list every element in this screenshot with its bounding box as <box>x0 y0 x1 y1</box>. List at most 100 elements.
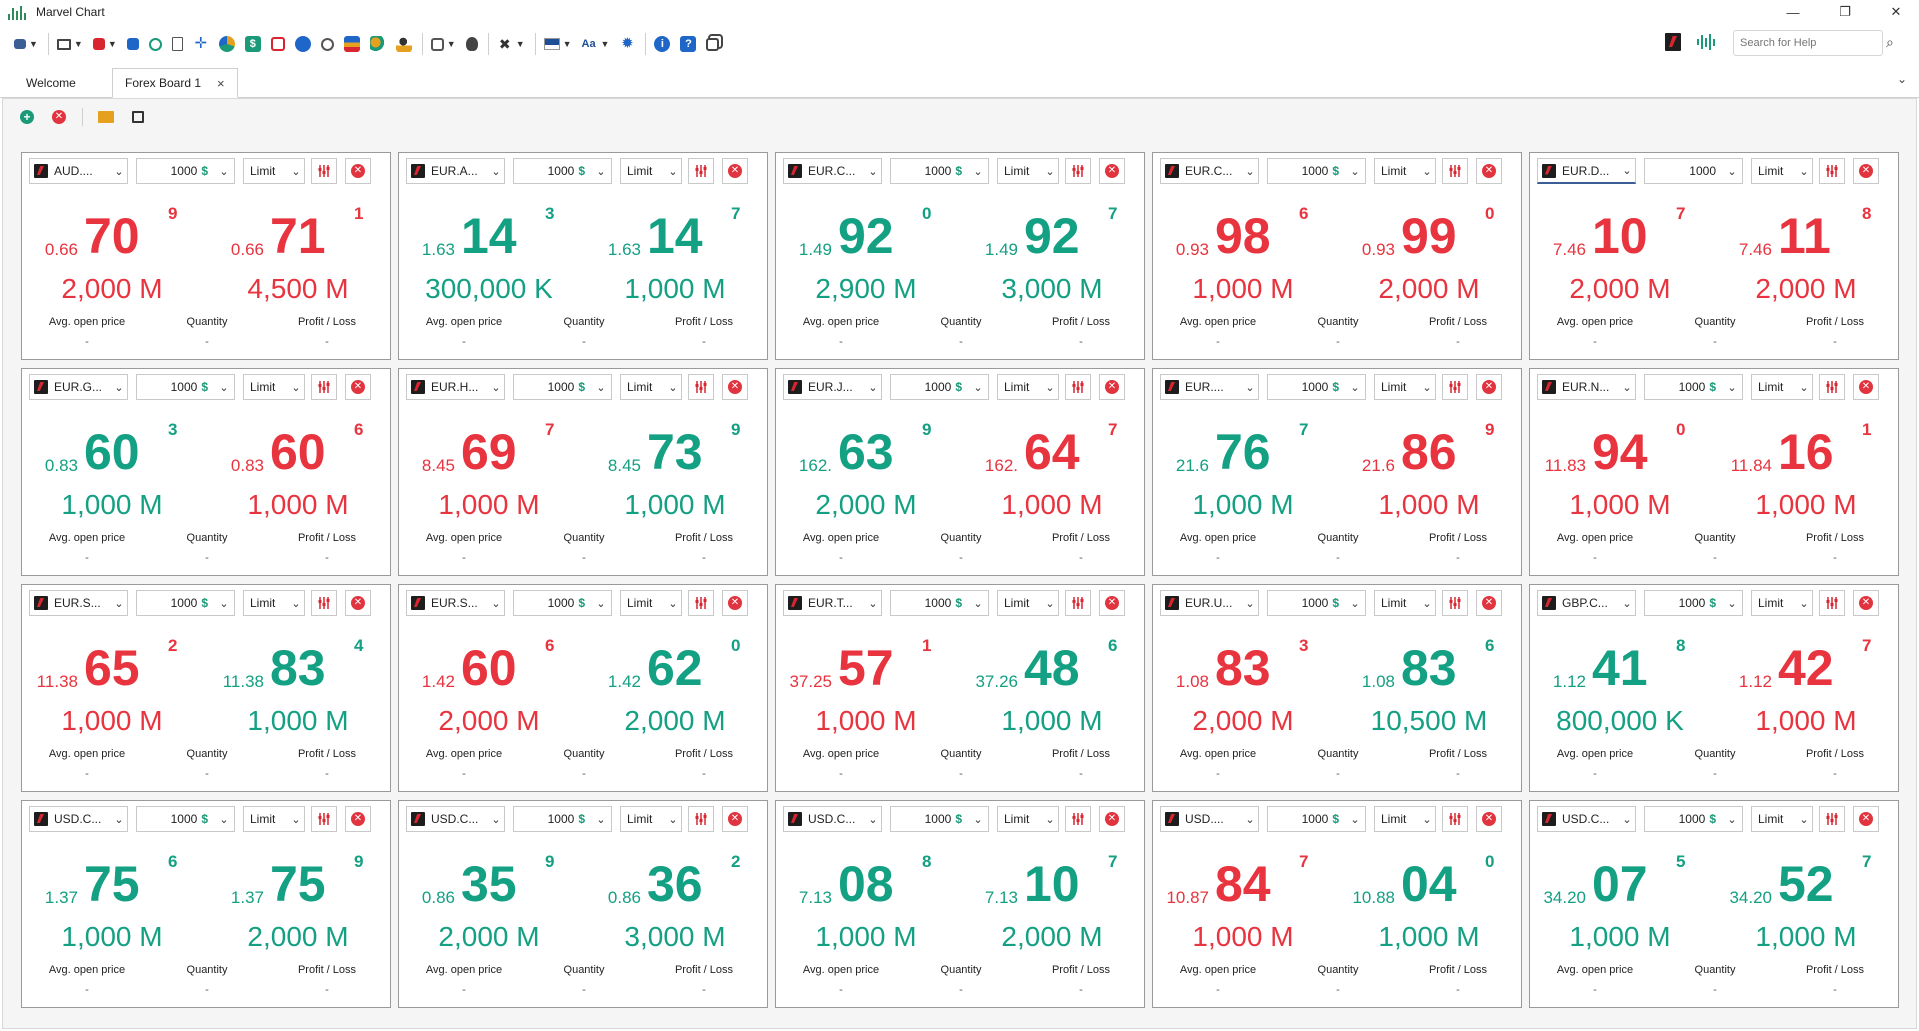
settings-sliders-button[interactable] <box>1819 590 1845 616</box>
bid-quote[interactable]: 7.46 10 7 2,000 M <box>1530 191 1710 321</box>
ask-quote[interactable]: 1.42 62 0 2,000 M <box>585 623 765 753</box>
symbol-dropdown[interactable]: EUR.H... ⌄ <box>406 374 505 400</box>
symbol-dropdown[interactable]: EUR.C... ⌄ <box>1160 158 1259 184</box>
bid-quote[interactable]: 1.12 41 8 800,000 K <box>1530 623 1710 753</box>
workspace-dropdown-button[interactable]: ▼ <box>14 31 38 57</box>
close-card-button[interactable]: ✕ <box>1476 806 1502 832</box>
close-card-button[interactable]: ✕ <box>1476 158 1502 184</box>
order-type-dropdown[interactable]: Limit ⌄ <box>243 374 305 400</box>
order-type-dropdown[interactable]: Limit ⌄ <box>1751 374 1813 400</box>
symbol-dropdown[interactable]: EUR.D... ⌄ <box>1537 158 1636 184</box>
settings-sliders-button[interactable] <box>688 590 714 616</box>
tab-close-icon[interactable]: × <box>217 75 225 91</box>
windows-button[interactable] <box>706 31 720 57</box>
close-card-button[interactable]: ✕ <box>345 590 371 616</box>
symbol-dropdown[interactable]: EUR.S... ⌄ <box>406 590 505 616</box>
user-search-button[interactable] <box>320 31 334 57</box>
settings-sliders-button[interactable] <box>1819 374 1845 400</box>
ask-quote[interactable]: 0.86 36 2 3,000 M <box>585 839 765 969</box>
settings-sliders-button[interactable] <box>1442 590 1468 616</box>
settings-sliders-button[interactable] <box>1442 374 1468 400</box>
settings-button[interactable]: ✹ <box>619 31 635 57</box>
settings-sliders-button[interactable] <box>688 158 714 184</box>
ask-quote[interactable]: 0.66 71 1 4,500 M <box>208 191 388 321</box>
symbol-dropdown[interactable]: EUR.... ⌄ <box>1160 374 1259 400</box>
bid-quote[interactable]: 7.13 08 8 1,000 M <box>776 839 956 969</box>
close-card-button[interactable]: ✕ <box>1099 374 1125 400</box>
symbol-dropdown[interactable]: EUR.U... ⌄ <box>1160 590 1259 616</box>
quantity-dropdown[interactable]: 1000 $ ⌄ <box>513 374 612 400</box>
ask-quote[interactable]: 162. 64 7 1,000 M <box>962 407 1142 537</box>
settings-sliders-button[interactable] <box>311 374 337 400</box>
symbol-dropdown[interactable]: EUR.J... ⌄ <box>783 374 882 400</box>
quantity-dropdown[interactable]: 1000 $ ⌄ <box>1644 806 1743 832</box>
ask-quote[interactable]: 1.37 75 9 2,000 M <box>208 839 388 969</box>
order-type-dropdown[interactable]: Limit ⌄ <box>1751 590 1813 616</box>
bid-quote[interactable]: 34.20 07 5 1,000 M <box>1530 839 1710 969</box>
bid-quote[interactable]: 0.86 35 9 2,000 M <box>399 839 579 969</box>
order-type-dropdown[interactable]: Limit ⌄ <box>243 158 305 184</box>
settings-sliders-button[interactable] <box>311 806 337 832</box>
settings-sliders-button[interactable] <box>688 374 714 400</box>
close-card-button[interactable]: ✕ <box>1476 590 1502 616</box>
order-type-dropdown[interactable]: Limit ⌄ <box>620 806 682 832</box>
tab-forex-board-1[interactable]: Forex Board 1 × <box>112 68 238 98</box>
bid-quote[interactable]: 162. 63 9 2,000 M <box>776 407 956 537</box>
close-card-button[interactable]: ✕ <box>1476 374 1502 400</box>
quantity-dropdown[interactable]: 1000 $ ⌄ <box>1644 590 1743 616</box>
order-type-dropdown[interactable]: Limit ⌄ <box>997 158 1059 184</box>
symbol-dropdown[interactable]: USD.C... ⌄ <box>783 806 882 832</box>
quantity-dropdown[interactable]: 1000 $ ⌄ <box>1267 806 1366 832</box>
tools-dropdown-button[interactable]: ✖ ▼ <box>497 31 525 57</box>
settings-sliders-button[interactable] <box>1065 374 1091 400</box>
ask-quote[interactable]: 7.13 10 7 2,000 M <box>962 839 1142 969</box>
settings-sliders-button[interactable] <box>311 590 337 616</box>
settings-sliders-button[interactable] <box>311 158 337 184</box>
ask-quote[interactable]: 11.84 16 1 1,000 M <box>1716 407 1896 537</box>
symbol-dropdown[interactable]: EUR.G... ⌄ <box>29 374 128 400</box>
quantity-dropdown[interactable]: 1000 $ ⌄ <box>1267 158 1366 184</box>
order-type-dropdown[interactable]: Limit ⌄ <box>1374 374 1436 400</box>
quantity-dropdown[interactable]: 1000 ⌄ <box>1644 158 1743 184</box>
user-money-button[interactable] <box>395 31 412 57</box>
bid-quote[interactable]: 1.63 14 3 300,000 K <box>399 191 579 321</box>
ask-quote[interactable]: 37.26 48 6 1,000 M <box>962 623 1142 753</box>
ask-quote[interactable]: 34.20 52 7 1,000 M <box>1716 839 1896 969</box>
settings-sliders-button[interactable] <box>1819 158 1845 184</box>
bid-quote[interactable]: 1.49 92 0 2,900 M <box>776 191 956 321</box>
quantity-dropdown[interactable]: 1000 $ ⌄ <box>890 158 989 184</box>
quantity-dropdown[interactable]: 1000 $ ⌄ <box>890 806 989 832</box>
close-card-button[interactable]: ✕ <box>722 374 748 400</box>
dollar-button[interactable]: $ <box>244 31 261 57</box>
settings-sliders-button[interactable] <box>1442 158 1468 184</box>
symbol-dropdown[interactable]: GBP.C... ⌄ <box>1537 590 1636 616</box>
ask-quote[interactable]: 1.12 42 7 1,000 M <box>1716 623 1896 753</box>
settings-sliders-button[interactable] <box>1065 590 1091 616</box>
settings-sliders-button[interactable] <box>1442 806 1468 832</box>
close-card-button[interactable]: ✕ <box>1853 374 1879 400</box>
close-card-button[interactable]: ✕ <box>345 374 371 400</box>
close-card-button[interactable]: ✕ <box>1853 806 1879 832</box>
close-card-button[interactable]: ✕ <box>1099 158 1125 184</box>
brand-logo-icon[interactable] <box>1665 33 1681 51</box>
symbol-dropdown[interactable]: EUR.T... ⌄ <box>783 590 882 616</box>
help-button[interactable]: ? <box>680 31 697 57</box>
ask-quote[interactable]: 0.93 99 0 2,000 M <box>1339 191 1519 321</box>
ask-quote[interactable]: 1.49 92 7 3,000 M <box>962 191 1142 321</box>
quantity-dropdown[interactable]: 1000 $ ⌄ <box>136 374 235 400</box>
layout-button[interactable] <box>343 31 360 57</box>
bid-quote[interactable]: 1.42 60 6 2,000 M <box>399 623 579 753</box>
bid-quote[interactable]: 10.87 84 7 1,000 M <box>1153 839 1333 969</box>
quantity-dropdown[interactable]: 1000 $ ⌄ <box>136 806 235 832</box>
quantity-dropdown[interactable]: 1000 $ ⌄ <box>890 590 989 616</box>
close-card-button[interactable]: ✕ <box>722 806 748 832</box>
remove-button[interactable]: ✕ <box>50 108 68 126</box>
settings-sliders-button[interactable] <box>1065 806 1091 832</box>
bid-quote[interactable]: 8.45 69 7 1,000 M <box>399 407 579 537</box>
symbol-dropdown[interactable]: EUR.A... ⌄ <box>406 158 505 184</box>
quantity-dropdown[interactable]: 1000 $ ⌄ <box>1267 374 1366 400</box>
help-search-input[interactable] <box>1733 30 1883 56</box>
order-type-dropdown[interactable]: Limit ⌄ <box>620 590 682 616</box>
order-type-dropdown[interactable]: Limit ⌄ <box>243 806 305 832</box>
add-button[interactable]: + <box>18 108 36 126</box>
